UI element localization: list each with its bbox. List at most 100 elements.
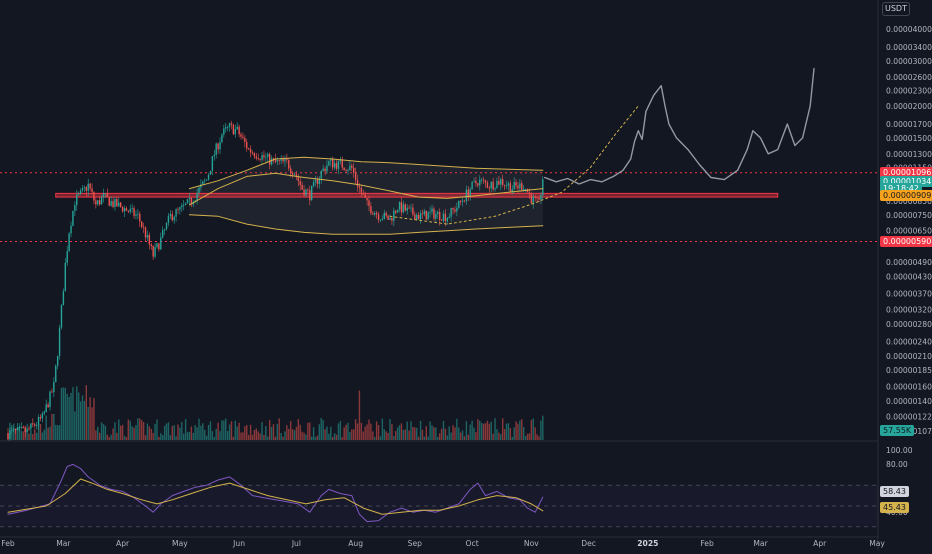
candle-body [396, 209, 399, 213]
volume-bar [423, 436, 426, 440]
volume-bar [188, 431, 191, 440]
candle-body [320, 170, 322, 179]
volume-bar [49, 426, 51, 440]
volume-bar [98, 432, 101, 440]
candle-body [498, 181, 500, 185]
candle-body [345, 170, 347, 171]
candle-body [240, 134, 242, 137]
candle-body [219, 141, 221, 150]
volume-bar [301, 431, 303, 440]
volume-bar [217, 422, 219, 440]
candle-body [370, 206, 372, 214]
candle-body [482, 179, 485, 181]
price-tick-8: 0.00001300 [886, 150, 932, 159]
candle-body [354, 172, 357, 181]
rsi-line [7, 463, 544, 523]
candle-body [473, 180, 475, 182]
volume-bar [480, 422, 483, 440]
volume-bar [141, 420, 143, 440]
volume-bar [246, 425, 248, 440]
volume-bar [22, 431, 24, 440]
volume-bar [20, 430, 23, 440]
volume-bar [448, 426, 450, 440]
volume-bar [469, 424, 471, 440]
volume-bar [530, 419, 533, 440]
volume-bar [454, 427, 456, 440]
volume-bar [337, 423, 340, 440]
candle-body [41, 413, 44, 419]
volume-bar [18, 426, 21, 440]
candle-body [116, 199, 118, 207]
volume-bar [406, 421, 408, 440]
volume-bar [118, 419, 120, 440]
candle-body [484, 180, 487, 183]
price-tag-0: 0.00001096 [880, 166, 932, 178]
candle-body [146, 234, 149, 238]
candle-body [238, 126, 240, 135]
bollinger-basis [188, 172, 544, 206]
volume-bar [404, 429, 406, 440]
volume-bar [72, 387, 74, 440]
volume-bar [324, 429, 326, 440]
candle-body [463, 200, 466, 202]
volume-bar [247, 434, 250, 440]
bollinger-upper [188, 156, 544, 190]
price-tick-3: 0.00002600 [886, 73, 932, 82]
volume-bar [332, 436, 334, 440]
candle-body [37, 417, 40, 425]
volume-bar [385, 431, 387, 440]
candle-body [204, 180, 206, 182]
candle-body [45, 404, 47, 412]
volume-bar [163, 425, 166, 440]
candle-body [137, 213, 139, 215]
time-label-6: Aug [348, 539, 363, 548]
volume-bar [173, 425, 175, 440]
candle-body [98, 200, 101, 205]
volume-bar [156, 419, 158, 440]
candle-body [513, 182, 515, 190]
volume-bar [368, 419, 370, 440]
candle-body [141, 221, 143, 227]
volume-bar [440, 428, 443, 440]
candle-body [278, 160, 280, 161]
candle-body [72, 210, 74, 226]
price-tick-19: 0.00000210 [886, 352, 932, 361]
volume-bar [119, 425, 122, 440]
candle-body [433, 208, 435, 219]
volume-bar [133, 427, 135, 440]
candle-body [343, 167, 345, 171]
volume-bar [32, 434, 34, 440]
candle-body [177, 209, 179, 211]
candle-body [265, 156, 267, 158]
volume-bar [131, 426, 133, 440]
volume-bar [58, 425, 61, 440]
candle-body [70, 225, 72, 234]
candle-body [55, 365, 57, 383]
price-tick-20: 0.00000185 [886, 366, 932, 375]
volume-bar [200, 425, 202, 440]
volume-bar [280, 433, 282, 440]
currency-badge[interactable]: USDT [882, 2, 910, 16]
candle-body [459, 200, 462, 202]
volume-bar [183, 433, 185, 440]
volume-bar [312, 427, 315, 440]
candle-body [20, 427, 23, 428]
bollinger-lower [188, 214, 544, 235]
volume-tag: 57.55K [880, 424, 915, 436]
volume-bar [251, 434, 254, 440]
candle-body [523, 189, 525, 191]
volume-bar [89, 397, 91, 440]
candle-body [175, 209, 177, 217]
candle-body [190, 197, 193, 205]
candle-body [416, 214, 418, 220]
volume-bar [64, 387, 66, 440]
volume-bar [374, 437, 376, 440]
volume-bar [202, 423, 204, 440]
rsi-tick-0: 100.00 [886, 446, 913, 455]
volume-bar [142, 422, 145, 440]
volume-bar [484, 423, 487, 440]
candle-body [114, 199, 116, 207]
volume-bar [244, 426, 246, 440]
candle-body [475, 180, 477, 184]
candle-body [286, 158, 288, 160]
